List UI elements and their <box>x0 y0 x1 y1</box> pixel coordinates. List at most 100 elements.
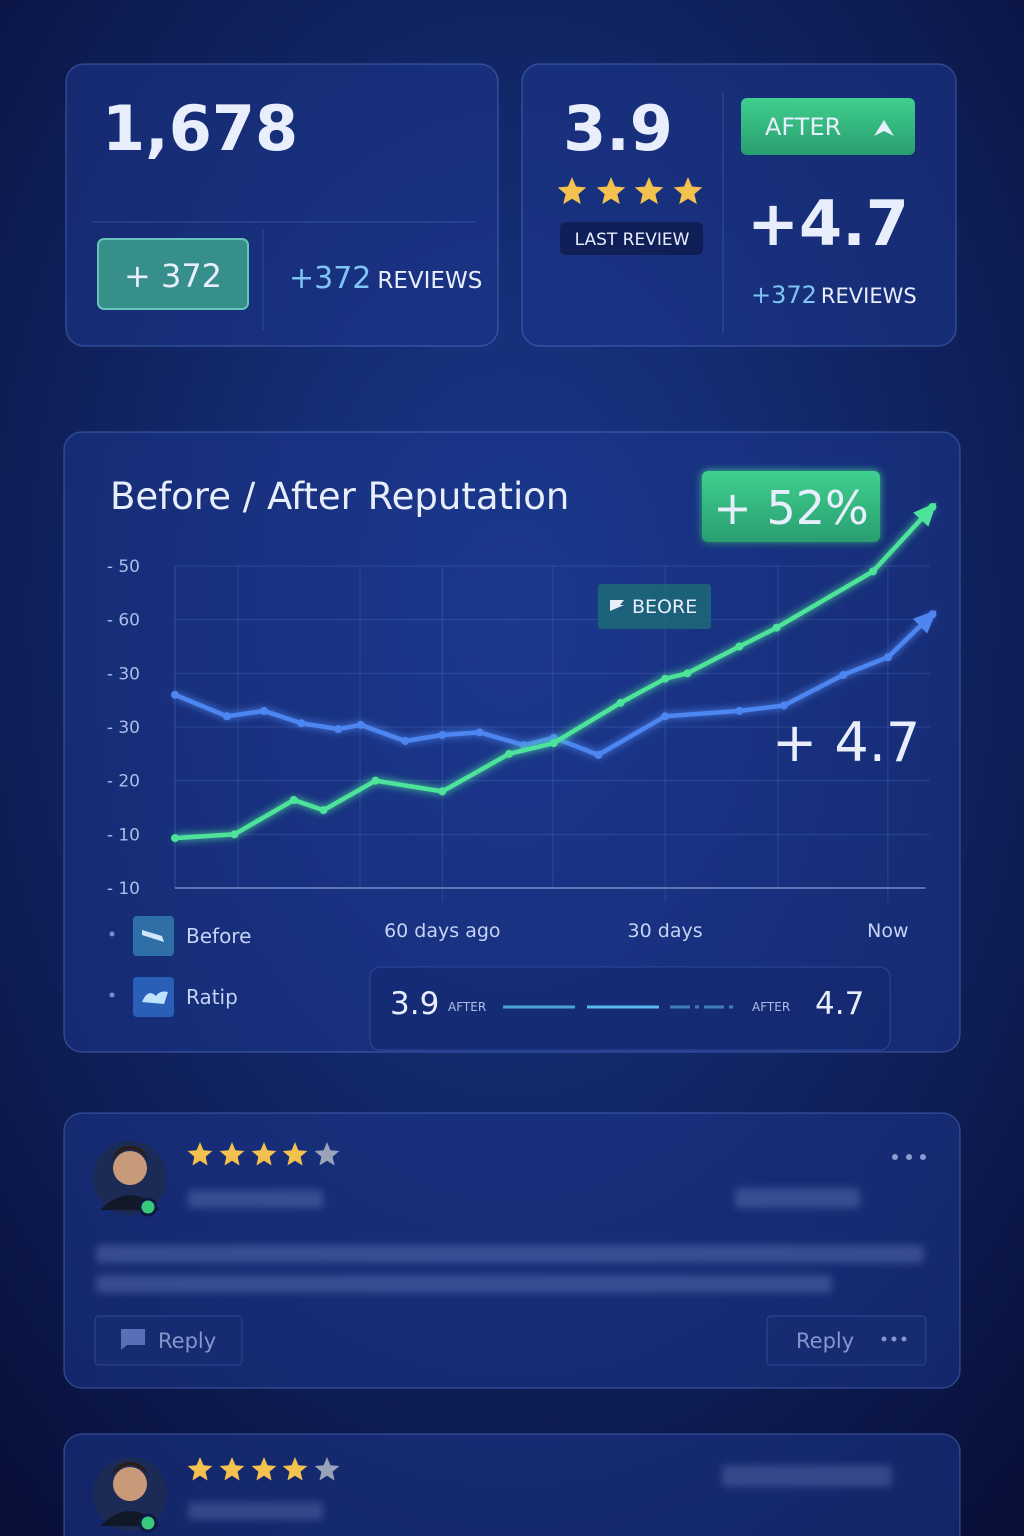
series-point <box>883 653 892 662</box>
reply-icon <box>121 1329 145 1350</box>
blurred-content <box>188 1465 892 1520</box>
blurred-action <box>722 1465 892 1487</box>
reply-button[interactable]: Reply <box>94 1315 243 1366</box>
dot <box>881 1336 887 1342</box>
series-point <box>594 750 603 759</box>
more-menu[interactable] <box>892 1154 926 1160</box>
legend-icon-glyph <box>142 991 168 1004</box>
series-arrowhead <box>912 610 937 634</box>
summary-after-label: AFTER <box>752 1000 790 1014</box>
series-point <box>839 670 848 679</box>
reply-label: Reply <box>796 1329 854 1353</box>
star <box>673 177 703 205</box>
after-badge-text: AFTER <box>765 113 841 141</box>
series-point <box>319 806 328 815</box>
y-tick-label: - 20 <box>107 772 140 792</box>
series-point <box>438 787 447 796</box>
series-point <box>475 728 484 737</box>
series-point <box>661 712 670 721</box>
series-point <box>171 834 179 843</box>
series-point <box>505 749 514 758</box>
reviews-delta-number: +372 <box>289 261 371 296</box>
after-reviews-delta: +372 REVIEWS <box>751 281 917 309</box>
blurred-text-line <box>96 1245 924 1263</box>
after-badge <box>741 98 915 155</box>
series-point <box>401 736 410 745</box>
star <box>282 1142 308 1166</box>
avatar <box>93 1457 167 1533</box>
online-dot <box>138 1197 158 1217</box>
series-point <box>289 795 298 804</box>
blurred-action <box>735 1188 860 1208</box>
legend-bullet <box>109 931 115 937</box>
rating-after: +4.7 <box>747 187 909 260</box>
legend-icon-glyph <box>142 930 164 942</box>
series-point <box>779 701 788 710</box>
star <box>187 1142 213 1166</box>
series-point <box>297 719 306 728</box>
star <box>557 177 587 205</box>
series-point <box>520 741 529 750</box>
dot <box>920 1154 926 1160</box>
star <box>219 1457 245 1481</box>
series-line <box>174 612 934 758</box>
up-arrow-icon <box>874 120 894 136</box>
blurred-content <box>96 1188 924 1293</box>
x-tick-label: 30 days <box>628 920 703 942</box>
before-annotation: BEORE <box>632 596 697 618</box>
avatar-face <box>113 1151 147 1185</box>
series-point <box>869 567 878 576</box>
dot <box>901 1336 907 1342</box>
blurred-meta <box>188 1190 323 1208</box>
star <box>596 177 626 205</box>
series-point <box>438 731 447 740</box>
rating-stars <box>557 177 703 205</box>
star <box>634 177 664 205</box>
series-point <box>171 690 179 699</box>
growth-badge-text: + 52% <box>713 481 868 535</box>
delta-badge <box>97 238 249 310</box>
series-point <box>661 674 670 683</box>
star <box>219 1142 245 1166</box>
series-point <box>549 739 558 748</box>
avatar <box>93 1141 167 1217</box>
reply-label: Reply <box>158 1329 216 1353</box>
star <box>251 1142 277 1166</box>
reviews-label: REVIEWS <box>821 284 917 308</box>
legend-label: Ratip <box>186 985 238 1009</box>
before-label-box <box>598 584 711 629</box>
summary-before: 3.9 <box>390 986 439 1022</box>
y-tick-label: - 30 <box>107 718 140 738</box>
series-point <box>735 642 744 651</box>
x-tick-label: 60 days ago <box>384 920 500 942</box>
star <box>282 1457 308 1481</box>
star <box>251 1457 277 1481</box>
review-stars <box>187 1457 340 1481</box>
plot-area <box>171 502 937 902</box>
series-point <box>334 725 343 734</box>
legend-label: Before <box>186 924 251 948</box>
y-tick-label: - 10 <box>107 825 140 845</box>
reply-secondary-button[interactable]: Reply <box>766 1315 927 1366</box>
avatar-hair <box>112 1462 148 1476</box>
avatar-face <box>113 1467 147 1501</box>
legend-bullet <box>109 992 115 998</box>
blurred-meta <box>188 1502 323 1520</box>
y-tick-label: - 10 <box>107 879 140 899</box>
summary-after: 4.7 <box>815 986 864 1022</box>
series-point <box>772 623 781 632</box>
rating-before: 3.9 <box>563 92 673 165</box>
series-point <box>230 830 239 839</box>
star <box>314 1457 340 1481</box>
dot <box>891 1336 897 1342</box>
y-tick-label: - 60 <box>107 611 140 631</box>
before-label-icon <box>610 600 624 611</box>
series-point <box>356 720 365 729</box>
online-dot <box>138 1513 158 1533</box>
series-point <box>222 712 231 721</box>
star <box>187 1457 213 1481</box>
series-point <box>616 698 625 707</box>
delta-badge-text: + 372 <box>124 257 222 295</box>
